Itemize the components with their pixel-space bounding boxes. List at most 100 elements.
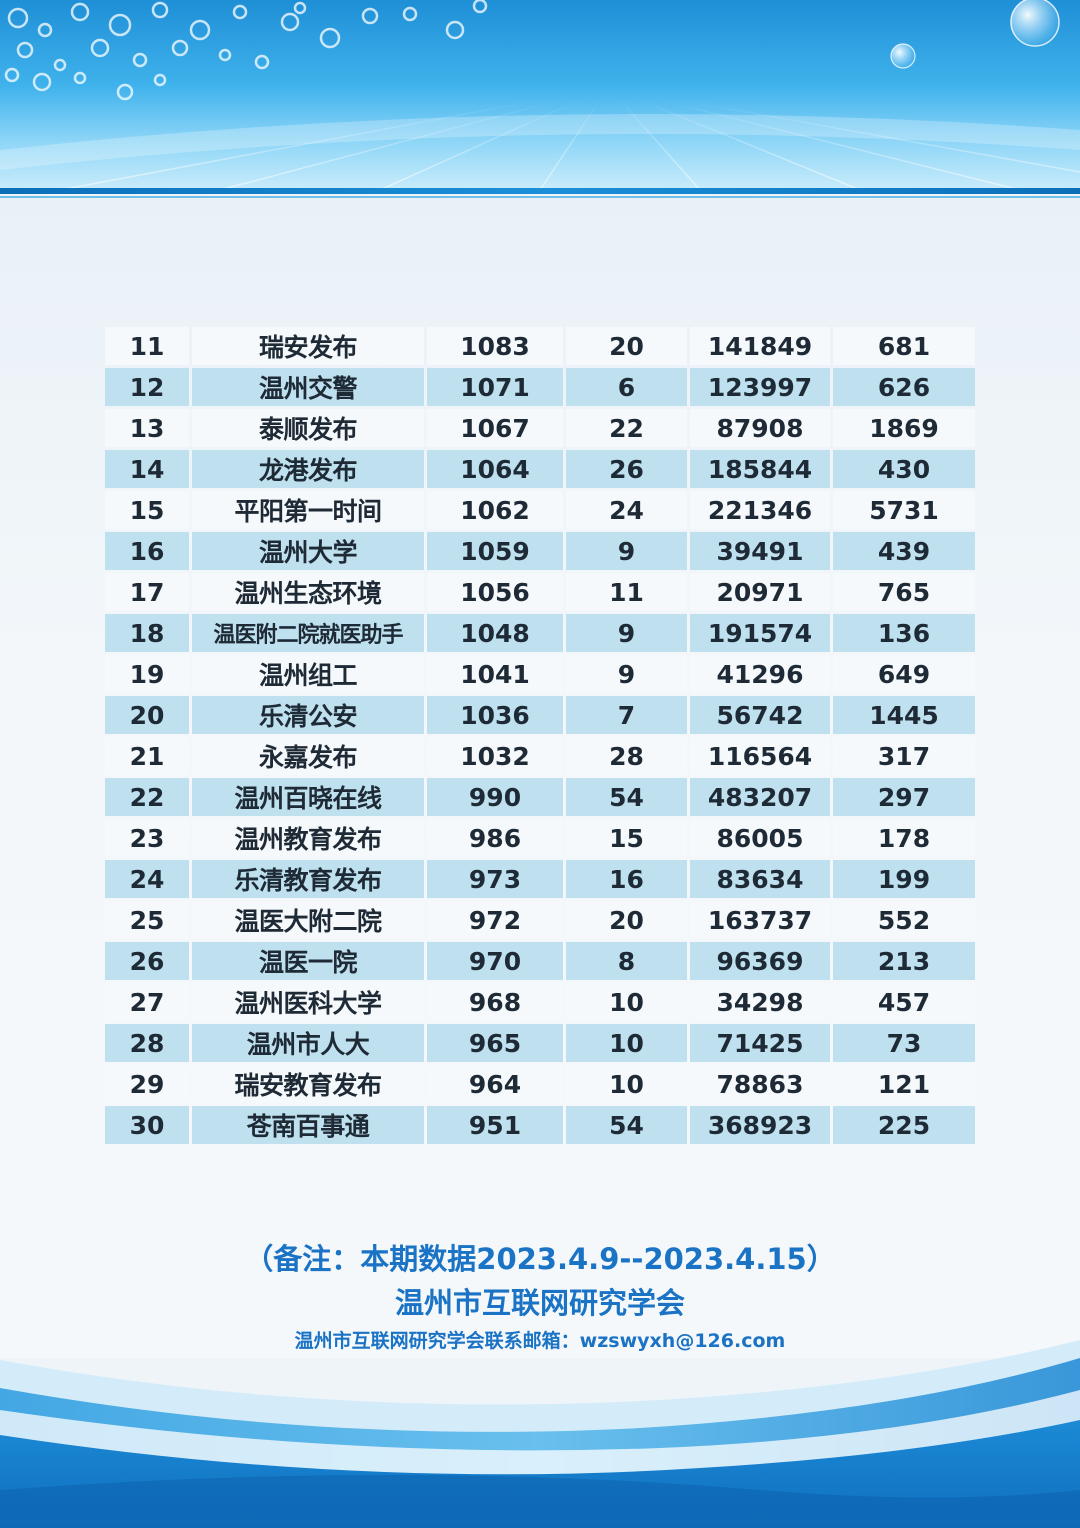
index-value-cell: 972: [427, 901, 563, 939]
post-count-cell: 7: [566, 696, 687, 734]
reads-cell: 87908: [690, 409, 830, 447]
ranking-table-body: 11 瑞安发布 1083 20 141849 681 12 温州交警 1071 6 123997 62…: [105, 327, 975, 1144]
post-count-cell: 20: [566, 901, 687, 939]
header-banner: [0, 0, 1080, 190]
reads-cell: 39491: [690, 532, 830, 570]
rank-cell: 29: [105, 1065, 189, 1103]
table-row: 24 乐清教育发布 973 16 83634 199: [105, 860, 975, 898]
reads-cell: 34298: [690, 983, 830, 1021]
table-row: 23 温州教育发布 986 15 86005 178: [105, 819, 975, 857]
likes-cell: 73: [833, 1024, 975, 1062]
post-count-cell: 24: [566, 491, 687, 529]
likes-cell: 297: [833, 778, 975, 816]
rank-cell: 18: [105, 614, 189, 652]
table-row: 21 永嘉发布 1032 28 116564 317: [105, 737, 975, 775]
likes-cell: 649: [833, 655, 975, 693]
ranking-table-container: 11 瑞安发布 1083 20 141849 681 12 温州交警 1071 6 123997 62…: [102, 324, 978, 1147]
table-row: 27 温州医科大学 968 10 34298 457: [105, 983, 975, 1021]
reads-cell: 83634: [690, 860, 830, 898]
rank-cell: 25: [105, 901, 189, 939]
post-count-cell: 9: [566, 655, 687, 693]
account-name-cell: 温医一院: [192, 942, 424, 980]
index-value-cell: 1062: [427, 491, 563, 529]
likes-cell: 225: [833, 1106, 975, 1144]
ranking-table: 11 瑞安发布 1083 20 141849 681 12 温州交警 1071 6 123997 62…: [102, 324, 978, 1147]
index-value-cell: 968: [427, 983, 563, 1021]
reads-cell: 483207: [690, 778, 830, 816]
post-count-cell: 11: [566, 573, 687, 611]
post-count-cell: 10: [566, 1024, 687, 1062]
index-value-cell: 973: [427, 860, 563, 898]
banner-graphic: [0, 0, 1080, 190]
reads-cell: 123997: [690, 368, 830, 406]
likes-cell: 5731: [833, 491, 975, 529]
reads-cell: 71425: [690, 1024, 830, 1062]
reads-cell: 368923: [690, 1106, 830, 1144]
rank-cell: 15: [105, 491, 189, 529]
account-name-cell: 温州教育发布: [192, 819, 424, 857]
footer-waves: [0, 1340, 1080, 1528]
account-name-cell: 永嘉发布: [192, 737, 424, 775]
table-row: 13 泰顺发布 1067 22 87908 1869: [105, 409, 975, 447]
post-count-cell: 20: [566, 327, 687, 365]
reads-cell: 116564: [690, 737, 830, 775]
account-name-cell: 瑞安发布: [192, 327, 424, 365]
likes-cell: 199: [833, 860, 975, 898]
rank-cell: 30: [105, 1106, 189, 1144]
likes-cell: 552: [833, 901, 975, 939]
likes-cell: 121: [833, 1065, 975, 1103]
rank-cell: 24: [105, 860, 189, 898]
account-name-cell: 温州生态环境: [192, 573, 424, 611]
account-name-cell: 瑞安教育发布: [192, 1065, 424, 1103]
reads-cell: 191574: [690, 614, 830, 652]
table-row: 22 温州百晓在线 990 54 483207 297: [105, 778, 975, 816]
post-count-cell: 10: [566, 1065, 687, 1103]
account-name-cell: 温州组工: [192, 655, 424, 693]
account-name-cell: 温医附二院就医助手: [192, 614, 424, 652]
reads-cell: 221346: [690, 491, 830, 529]
index-value-cell: 1064: [427, 450, 563, 488]
post-count-cell: 9: [566, 614, 687, 652]
wave-graphic: [0, 1340, 1080, 1528]
table-row: 26 温医一院 970 8 96369 213: [105, 942, 975, 980]
rank-cell: 21: [105, 737, 189, 775]
index-value-cell: 965: [427, 1024, 563, 1062]
index-value-cell: 970: [427, 942, 563, 980]
table-row: 20 乐清公安 1036 7 56742 1445: [105, 696, 975, 734]
table-row: 28 温州市人大 965 10 71425 73: [105, 1024, 975, 1062]
index-value-cell: 986: [427, 819, 563, 857]
index-value-cell: 1056: [427, 573, 563, 611]
reads-cell: 96369: [690, 942, 830, 980]
rank-cell: 22: [105, 778, 189, 816]
post-count-cell: 10: [566, 983, 687, 1021]
index-value-cell: 964: [427, 1065, 563, 1103]
rank-cell: 14: [105, 450, 189, 488]
index-value-cell: 1032: [427, 737, 563, 775]
reads-cell: 20971: [690, 573, 830, 611]
index-value-cell: 1083: [427, 327, 563, 365]
index-value-cell: 1071: [427, 368, 563, 406]
post-count-cell: 15: [566, 819, 687, 857]
reads-cell: 141849: [690, 327, 830, 365]
post-count-cell: 26: [566, 450, 687, 488]
banner-divider: [0, 188, 1080, 194]
post-count-cell: 28: [566, 737, 687, 775]
reads-cell: 86005: [690, 819, 830, 857]
likes-cell: 1869: [833, 409, 975, 447]
likes-cell: 1445: [833, 696, 975, 734]
rank-cell: 28: [105, 1024, 189, 1062]
post-count-cell: 16: [566, 860, 687, 898]
table-row: 17 温州生态环境 1056 11 20971 765: [105, 573, 975, 611]
index-value-cell: 1036: [427, 696, 563, 734]
post-count-cell: 22: [566, 409, 687, 447]
table-row: 18 温医附二院就医助手 1048 9 191574 136: [105, 614, 975, 652]
rank-cell: 23: [105, 819, 189, 857]
post-count-cell: 54: [566, 778, 687, 816]
likes-cell: 681: [833, 327, 975, 365]
reads-cell: 163737: [690, 901, 830, 939]
rank-cell: 16: [105, 532, 189, 570]
table-row: 29 瑞安教育发布 964 10 78863 121: [105, 1065, 975, 1103]
table-row: 14 龙港发布 1064 26 185844 430: [105, 450, 975, 488]
post-count-cell: 8: [566, 942, 687, 980]
likes-cell: 178: [833, 819, 975, 857]
